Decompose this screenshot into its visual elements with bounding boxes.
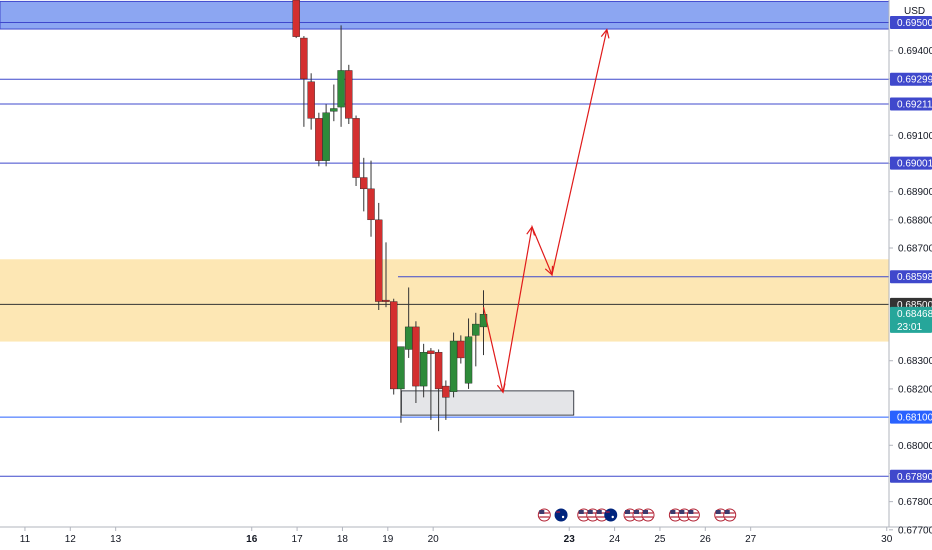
candle-body	[404, 326, 413, 350]
us-flag-icon[interactable]	[537, 508, 551, 522]
candle-body	[390, 301, 398, 390]
demand-zone	[0, 259, 889, 342]
time-tick-label: 17	[292, 534, 304, 545]
candle-body	[330, 108, 338, 112]
time-tick-label: 23	[564, 534, 576, 545]
svg-text:0.67890: 0.67890	[897, 472, 932, 483]
price-tick-label: 0.68000	[898, 441, 932, 452]
us-flag-icon[interactable]	[586, 508, 600, 522]
us-flag-icon[interactable]	[686, 508, 700, 522]
forecast-layer	[482, 28, 610, 394]
zones-layer	[0, 0, 890, 416]
price-tick-label: 0.69400	[898, 46, 932, 57]
candle-body	[397, 346, 405, 390]
price-tick-label: 0.67700	[898, 525, 932, 536]
price-tag-0.69299: 0.69299	[890, 72, 932, 86]
events-layer	[537, 508, 737, 522]
svg-text:0.69299: 0.69299	[897, 75, 932, 86]
time-tick-label: 25	[654, 534, 666, 545]
candle-body	[442, 385, 450, 398]
price-tag-0.68598: 0.68598	[890, 270, 932, 284]
price-tick-label: 0.68900	[898, 187, 932, 198]
time-tick-label: 27	[745, 534, 757, 545]
price-tag-0.68100: 0.68100	[890, 410, 932, 424]
price-tick-label: 0.68300	[898, 356, 932, 367]
candle-body	[375, 219, 383, 302]
svg-text:23:01: 23:01	[897, 322, 922, 333]
price-tick-label: 0.68700	[898, 244, 932, 255]
candle-body	[449, 340, 458, 392]
time-tick-label: 13	[110, 534, 122, 545]
price-tick-label: 0.67800	[898, 497, 932, 508]
target-zone	[401, 390, 575, 416]
price-tag-0.69211: 0.69211	[890, 97, 932, 111]
forecast-arrowhead	[544, 265, 554, 277]
candle-body	[300, 37, 308, 80]
candle-body	[367, 188, 375, 221]
price-ticks-layer: 0.694000.693000.691000.690000.689000.688…	[889, 46, 932, 536]
candle-body	[419, 352, 428, 387]
svg-text:0.69211: 0.69211	[897, 99, 932, 110]
time-tick-label: 19	[382, 534, 394, 545]
time-tick-label: 12	[65, 534, 77, 545]
us-flag-icon[interactable]	[714, 508, 728, 522]
candle-body	[360, 177, 368, 190]
forecast-arrowhead	[526, 225, 536, 236]
price-tag-0.69500: 0.69500	[890, 16, 932, 30]
au-flag-icon[interactable]	[604, 508, 618, 522]
currency-label: USD	[904, 6, 925, 17]
us-flag-icon[interactable]	[641, 508, 655, 522]
candle-body	[382, 299, 390, 302]
time-tick-label: 11	[20, 534, 31, 545]
candle-body	[412, 326, 420, 387]
svg-text:0.68500: 0.68500	[897, 300, 932, 311]
price-tick-label: 0.68200	[898, 384, 932, 395]
time-ticks-layer: 11 12 13 16 17 18 19 20 23 24 25 26 27 30	[20, 527, 893, 545]
price-tick-label: 0.69100	[898, 131, 932, 142]
current-price-tag: 0.68468 23:01	[890, 306, 932, 333]
time-tick-label: 20	[428, 534, 440, 545]
supply-zone	[0, 0, 890, 30]
candle-body	[457, 340, 465, 359]
forecast-arrowhead	[600, 28, 610, 39]
candle-body	[315, 118, 323, 161]
candles-layer	[292, 0, 488, 432]
price-tick-label: 0.68800	[898, 215, 932, 226]
time-tick-label: 26	[700, 534, 712, 545]
price-tag-0.69001: 0.69001	[890, 156, 932, 170]
us-flag-icon[interactable]	[623, 508, 637, 522]
price-tags-layer: 0.69500 0.69299 0.69211 0.69001 0.68598 0.681…	[890, 16, 932, 483]
time-tick-label: 16	[246, 534, 258, 545]
candle-body	[345, 70, 353, 119]
candle-body	[352, 118, 360, 178]
us-flag-icon[interactable]	[723, 508, 737, 522]
price-tag-0.67890: 0.67890	[890, 469, 932, 483]
candle-body	[464, 336, 473, 384]
svg-text:0.69001: 0.69001	[897, 159, 932, 170]
time-tick-label: 18	[337, 534, 349, 545]
svg-text:0.68598: 0.68598	[897, 272, 932, 283]
svg-text:0.68468: 0.68468	[897, 309, 932, 320]
candle-body	[472, 323, 480, 336]
axes-layer: USD	[0, 0, 932, 528]
candle-body	[337, 70, 345, 108]
us-flag-icon[interactable]	[677, 508, 691, 522]
time-tick-label: 24	[609, 534, 621, 545]
candle-body	[292, 0, 300, 37]
svg-text:0.69500: 0.69500	[897, 18, 932, 29]
svg-text:0.68100: 0.68100	[897, 413, 932, 424]
au-flag-icon[interactable]	[554, 508, 568, 522]
forecast-arrowhead	[496, 383, 506, 394]
candle-body	[434, 352, 443, 390]
candle-body	[427, 350, 435, 354]
time-tick-label: 30	[881, 534, 893, 545]
candle-body	[307, 81, 315, 119]
horizontal-lines-layer	[0, 22, 889, 477]
candle-body	[322, 112, 330, 161]
